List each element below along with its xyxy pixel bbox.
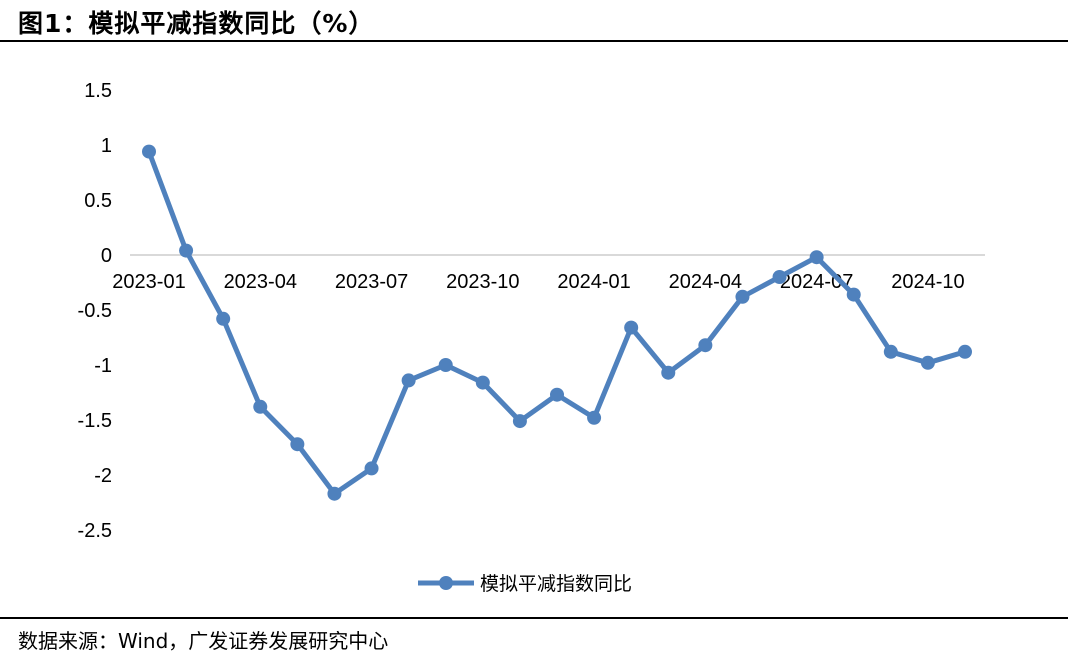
data-point: [624, 320, 639, 335]
y-axis-ticks: 1.5 1 0.5 0 -0.5 -1 -1.5 -2 -2.5: [78, 80, 112, 542]
data-point: [846, 287, 861, 302]
data-point: [475, 375, 490, 390]
data-point: [550, 387, 564, 402]
series-line: [146, 150, 966, 497]
data-point: [401, 373, 416, 388]
y-tick-label: -1: [94, 355, 112, 377]
data-point: [698, 338, 713, 353]
data-point: [958, 344, 972, 359]
series-points: [142, 144, 972, 501]
data-point: [327, 486, 342, 501]
data-point: [735, 289, 750, 304]
x-tick-label: 2024-10: [891, 271, 964, 293]
data-point: [216, 311, 231, 326]
x-tick-label: 2023-01: [112, 271, 185, 293]
chart: 1.510.50-0.5-1-1.5-2-2.5 2023-01 2023-04 2…: [78, 80, 985, 595]
data-point: [587, 410, 602, 425]
x-tick-label: 2023-07: [335, 271, 408, 293]
x-tick-label: 2023-10: [446, 271, 519, 293]
data-point: [142, 144, 156, 159]
legend-label: 模拟平减指数同比: [480, 573, 632, 595]
data-point: [179, 243, 194, 258]
data-point: [809, 250, 824, 265]
source-note: 数据来源：Wind，广发证券发展研究中心: [18, 629, 389, 653]
y-tick-label: -2.5: [78, 520, 112, 542]
data-point: [438, 358, 453, 372]
y-tick-label: -0.5: [78, 300, 112, 322]
legend: 模拟平减指数同比: [418, 573, 632, 595]
data-point: [883, 344, 898, 359]
figure-title: 图1：模拟平减指数同比（%）: [18, 9, 375, 38]
data-point: [772, 270, 787, 284]
x-tick-label: 2024-01: [557, 271, 630, 293]
data-point: [364, 461, 379, 476]
y-tick-label: -2: [94, 465, 112, 487]
data-point: [253, 399, 268, 414]
bottom-rule: [0, 617, 1068, 619]
x-axis-ticks: 2023-01 2023-04 2023-07 2023-10 2024-01 2024-…: [112, 271, 964, 293]
top-rule: [0, 40, 1068, 42]
legend-marker: [439, 576, 453, 590]
y-tick-label: 1: [101, 135, 112, 157]
data-point: [290, 437, 305, 452]
data-point: [512, 414, 527, 429]
y-tick-label: 0: [101, 245, 112, 267]
y-tick-label: 1.5: [84, 80, 112, 102]
y-tick-label: -1.5: [78, 410, 112, 432]
y-tick-label: 0.5: [84, 190, 112, 212]
x-tick-label: 2024-04: [669, 271, 742, 293]
data-point: [661, 365, 676, 380]
x-tick-label: 2023-04: [224, 271, 297, 293]
data-point: [920, 355, 935, 370]
